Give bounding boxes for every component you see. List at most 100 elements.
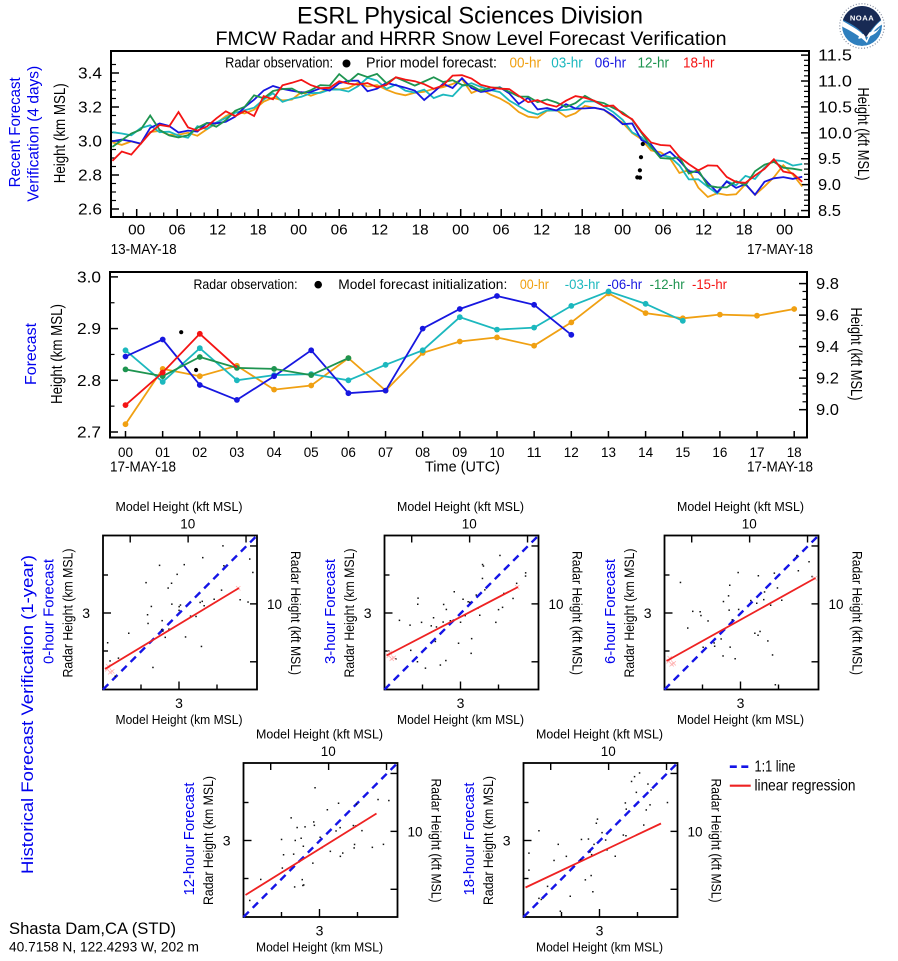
svg-text:Model Height (km MSL): Model Height (km MSL) (677, 713, 804, 727)
svg-text:Radar Height (kft MSL): Radar Height (kft MSL) (850, 551, 865, 675)
svg-text:Height (kft MSL): Height (kft MSL) (854, 88, 871, 181)
svg-text:3: 3 (175, 695, 183, 711)
svg-text:16: 16 (712, 445, 727, 460)
svg-text:10: 10 (688, 824, 703, 840)
svg-text:-12-hr: -12-hr (650, 276, 685, 292)
svg-text:18-hour Forecast: 18-hour Forecast (461, 782, 478, 896)
svg-text:Recent Forecast: Recent Forecast (7, 77, 24, 188)
svg-text:12-hr: 12-hr (638, 56, 670, 72)
svg-text:3: 3 (223, 833, 231, 849)
svg-text:40.7158 N, 122.4293 W, 202 m: 40.7158 N, 122.4293 W, 202 m (9, 940, 199, 955)
svg-text:18: 18 (412, 222, 429, 239)
svg-text:3: 3 (82, 605, 90, 621)
svg-text:12: 12 (209, 222, 226, 239)
svg-text:00: 00 (776, 222, 793, 239)
svg-text:Model Height (km MSL): Model Height (km MSL) (536, 941, 663, 955)
svg-text:3: 3 (503, 833, 511, 849)
svg-text:×: × (666, 656, 672, 668)
svg-text:Model Height (kft MSL): Model Height (kft MSL) (256, 728, 383, 742)
svg-text:Height (kft MSL): Height (kft MSL) (847, 308, 864, 401)
svg-text:Model Height (km MSL): Model Height (km MSL) (256, 941, 383, 955)
svg-text:10: 10 (490, 445, 505, 460)
svg-text:3-hour Forecast: 3-hour Forecast (322, 558, 339, 664)
svg-text:10: 10 (321, 743, 336, 759)
svg-text:Radar Height (km MSL): Radar Height (km MSL) (201, 776, 216, 905)
svg-text:06: 06 (341, 445, 356, 460)
svg-text:linear regression: linear regression (755, 778, 856, 795)
svg-text:Radar Height (km MSL): Radar Height (km MSL) (342, 549, 357, 678)
svg-text:Model Height (km MSL): Model Height (km MSL) (397, 713, 524, 727)
svg-text:18: 18 (250, 222, 267, 239)
svg-text:04: 04 (267, 445, 282, 460)
svg-text:3: 3 (737, 695, 745, 711)
svg-text:10: 10 (742, 516, 757, 532)
svg-text:06: 06 (169, 222, 186, 239)
svg-text:Prior model forecast:: Prior model forecast: (366, 56, 497, 72)
svg-text:12: 12 (371, 222, 388, 239)
svg-text:Historical Forecast Verificati: Historical Forecast Verification (1-year… (19, 555, 37, 874)
svg-text:10: 10 (267, 596, 282, 612)
svg-text:NOAA: NOAA (850, 14, 874, 23)
svg-text:×: × (669, 659, 675, 671)
svg-text:2.8: 2.8 (77, 373, 101, 390)
svg-text:18-hr: 18-hr (683, 56, 715, 72)
svg-text:9.6: 9.6 (816, 308, 839, 325)
svg-text:Verification (4 days): Verification (4 days) (26, 66, 43, 202)
svg-text:×: × (107, 667, 113, 679)
svg-text:10.0: 10.0 (818, 125, 852, 142)
svg-text:10: 10 (549, 596, 564, 612)
svg-text:Radar Height (kft MSL): Radar Height (kft MSL) (429, 779, 444, 903)
svg-text:10: 10 (601, 743, 616, 759)
svg-text:11.5: 11.5 (818, 48, 852, 65)
svg-text:×: × (386, 651, 392, 663)
svg-text:17-MAY-18: 17-MAY-18 (110, 459, 176, 476)
svg-text:-03-hr: -03-hr (565, 276, 600, 292)
svg-text:18: 18 (787, 445, 802, 460)
svg-text:02: 02 (192, 445, 207, 460)
svg-text:00: 00 (614, 222, 631, 239)
svg-text:9.4: 9.4 (816, 339, 839, 356)
svg-text:3: 3 (596, 923, 604, 939)
svg-text:Radar observation:: Radar observation: (225, 56, 333, 72)
svg-text:Shasta Dam,CA (STD): Shasta Dam,CA (STD) (9, 920, 176, 938)
svg-text:03: 03 (229, 445, 244, 460)
svg-text:Height (km MSL): Height (km MSL) (52, 83, 69, 183)
svg-text:12: 12 (695, 222, 712, 239)
svg-text:17-MAY-18: 17-MAY-18 (747, 459, 813, 476)
svg-text:2.6: 2.6 (78, 202, 102, 219)
svg-text:Model Height (km MSL): Model Height (km MSL) (116, 713, 243, 727)
svg-text:Radar Height (kft MSL): Radar Height (kft MSL) (288, 551, 303, 675)
svg-text:1:1 line: 1:1 line (755, 759, 796, 776)
svg-text:×: × (389, 654, 395, 666)
svg-text:00-hr: 00-hr (520, 276, 549, 292)
svg-text:00: 00 (452, 222, 469, 239)
svg-text:2.9: 2.9 (77, 321, 101, 338)
svg-text:06: 06 (493, 222, 510, 239)
svg-text:3: 3 (644, 605, 652, 621)
svg-text:3: 3 (457, 695, 465, 711)
svg-text:07: 07 (378, 445, 393, 460)
svg-text:Model Height (kft MSL): Model Height (kft MSL) (116, 500, 243, 514)
svg-text:Radar Height (km MSL): Radar Height (km MSL) (481, 776, 496, 905)
svg-text:Time (UTC): Time (UTC) (425, 459, 500, 476)
svg-text:17: 17 (750, 445, 765, 460)
svg-text:3.0: 3.0 (78, 134, 102, 151)
svg-text:10: 10 (462, 516, 477, 532)
svg-text:Radar observation:: Radar observation: (194, 276, 298, 292)
svg-text:ESRL Physical Sciences Divisio: ESRL Physical Sciences Division (297, 3, 643, 30)
svg-text:9.2: 9.2 (816, 371, 839, 388)
svg-text:8.5: 8.5 (818, 203, 841, 220)
svg-text:12-hour Forecast: 12-hour Forecast (181, 782, 198, 896)
svg-text:Model Height (kft MSL): Model Height (kft MSL) (536, 728, 663, 742)
svg-text:12: 12 (533, 222, 550, 239)
svg-text:06-hr: 06-hr (595, 56, 627, 72)
svg-text:10: 10 (180, 516, 195, 532)
svg-text:9.8: 9.8 (816, 276, 839, 293)
svg-text:Radar Height (kft MSL): Radar Height (kft MSL) (570, 551, 585, 675)
svg-text:Forecast: Forecast (23, 322, 40, 385)
svg-text:9.0: 9.0 (816, 402, 839, 419)
svg-text:3.0: 3.0 (77, 269, 101, 286)
svg-text:Model forecast initialization:: Model forecast initialization: (338, 276, 507, 292)
svg-text:9.0: 9.0 (818, 177, 841, 194)
svg-text:18: 18 (574, 222, 591, 239)
